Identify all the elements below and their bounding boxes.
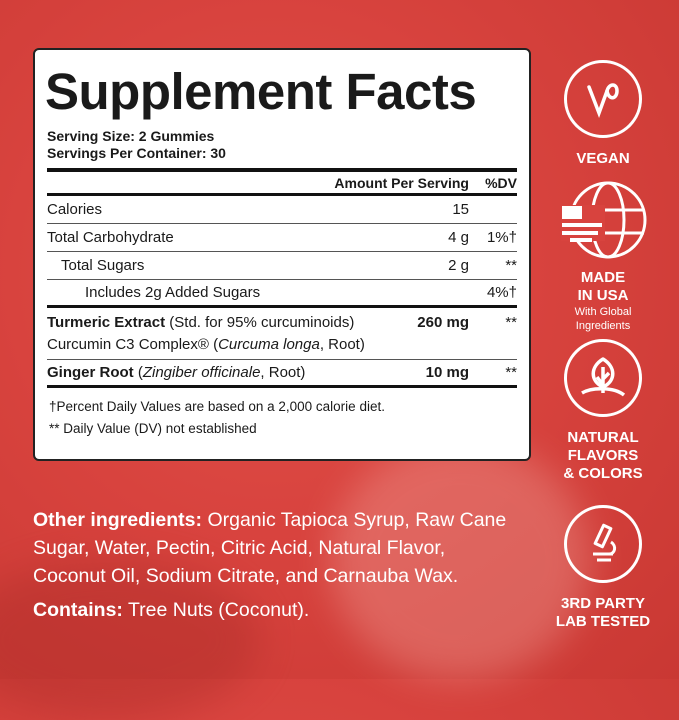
ingredients-label: Other ingredients: bbox=[33, 509, 203, 531]
panel-title: Supplement Facts bbox=[45, 63, 477, 120]
leaf-icon bbox=[564, 339, 642, 417]
badge-title: MADE IN USA bbox=[553, 269, 653, 305]
row-dv: 4%† bbox=[486, 284, 517, 301]
contains-label: Contains: bbox=[33, 599, 123, 621]
badge-title-line: MADE bbox=[580, 269, 626, 286]
badge-lab-tested: 3RD PARTY LAB TESTED bbox=[553, 505, 653, 631]
badge-subtitle: Ingredients bbox=[575, 320, 631, 332]
background-blur bbox=[330, 440, 590, 680]
footnotes: †Percent Daily Values are based on a 2,0… bbox=[47, 388, 517, 440]
row-amount: 15 bbox=[452, 201, 469, 218]
row-dv: ** bbox=[505, 314, 517, 331]
badge-natural: NATURAL FLAVORS & COLORS bbox=[553, 339, 653, 483]
table-row: Includes 2g Added Sugars 4%† bbox=[47, 280, 517, 308]
badge-title: NATURAL FLAVORS & COLORS bbox=[553, 429, 653, 483]
table-row: Calories 15 bbox=[47, 196, 517, 224]
supplement-facts-panel: Supplement Facts Serving Size: 2 Gummies… bbox=[33, 48, 531, 461]
row-name: Calories bbox=[47, 201, 103, 218]
badge-title-line: 3RD PARTY bbox=[561, 595, 645, 612]
footnote: †Percent Daily Values are based on a 2,0… bbox=[49, 399, 385, 414]
badge-title-line: IN USA bbox=[577, 287, 629, 304]
ingredient-source-end: , Root) bbox=[319, 336, 365, 353]
table-row: Total Carbohydrate 4 g 1%† bbox=[47, 224, 517, 252]
dv-header: %DV bbox=[485, 174, 517, 191]
serving-size: Serving Size: 2 Gummies bbox=[47, 128, 215, 144]
row-amount: 260 mg bbox=[417, 314, 469, 331]
ingredient-name: Ginger Root bbox=[47, 364, 134, 381]
row-amount: 2 g bbox=[448, 257, 469, 274]
row-amount: 10 mg bbox=[425, 364, 469, 381]
ingredient-desc: (Std. for 95% curcuminoids) bbox=[165, 314, 355, 331]
ingredient-desc: ( bbox=[133, 364, 143, 381]
latin-name: Zingiber officinale bbox=[142, 364, 261, 381]
ingredient-desc-end: , Root) bbox=[260, 364, 306, 381]
badge-title: 3RD PARTY LAB TESTED bbox=[553, 595, 653, 631]
row-amount: 4 g bbox=[448, 229, 469, 246]
badge-subtitle: With Global bbox=[574, 306, 632, 318]
ingredient-name: Turmeric Extract bbox=[47, 314, 166, 331]
badge-title-line: & COLORS bbox=[563, 465, 643, 482]
footnote: ** Daily Value (DV) not established bbox=[49, 421, 257, 436]
badge-title: VEGAN bbox=[576, 150, 630, 167]
table-header: Amount Per Serving %DV bbox=[47, 168, 517, 196]
contains-text: Tree Nuts (Coconut). bbox=[122, 599, 310, 621]
table-row: Total Sugars 2 g ** bbox=[47, 252, 517, 280]
badge-title-line: NATURAL bbox=[567, 429, 639, 446]
badge-made-in-usa: MADE IN USA With Global Ingredients bbox=[553, 175, 653, 333]
row-name: Total Sugars bbox=[61, 257, 145, 274]
microscope-icon bbox=[564, 505, 642, 583]
badge-vegan: VEGAN bbox=[553, 60, 653, 168]
turmeric-row: Turmeric Extract (Std. for 95% curcumino… bbox=[47, 308, 517, 360]
row-dv: ** bbox=[505, 257, 517, 274]
ginger-row: Ginger Root (Zingiber officinale, Root) … bbox=[47, 360, 517, 388]
row-name: Includes 2g Added Sugars bbox=[85, 284, 261, 301]
badge-title-line: FLAVORS bbox=[567, 447, 639, 464]
ingredients-text: Organic Tapioca Syrup, Raw Cane Sugar, W… bbox=[33, 509, 507, 587]
row-dv: 1%† bbox=[486, 229, 517, 246]
turmeric-name: Turmeric Extract (Std. for 95% curcumino… bbox=[47, 312, 369, 356]
latin-name: Curcuma longa bbox=[218, 336, 320, 353]
amount-header: Amount Per Serving bbox=[334, 174, 469, 191]
usa-globe-icon bbox=[553, 175, 653, 265]
row-dv: ** bbox=[505, 364, 517, 381]
servings-per-container: Servings Per Container: 30 bbox=[47, 145, 226, 161]
vegan-icon bbox=[564, 60, 642, 138]
ginger-name: Ginger Root (Zingiber officinale, Root) bbox=[47, 364, 369, 381]
badge-title-line: LAB TESTED bbox=[555, 613, 651, 630]
other-ingredients: Other ingredients: Organic Tapioca Syrup… bbox=[33, 506, 523, 624]
ingredient-source: Curcumin C3 Complex® ( bbox=[47, 336, 219, 353]
row-name: Total Carbohydrate bbox=[47, 229, 174, 246]
